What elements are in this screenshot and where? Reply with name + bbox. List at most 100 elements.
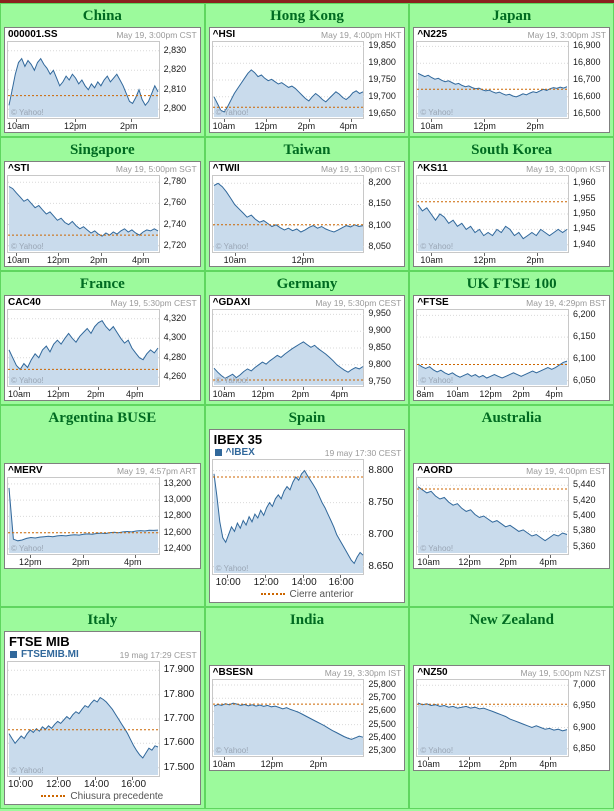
y-axis-label: 17.700 [163, 713, 195, 724]
y-axis-label: 2,830 [163, 44, 187, 55]
x-tick-mark [16, 253, 17, 256]
x-axis-label: 4pm [124, 557, 142, 567]
plot-area[interactable]: © Yahoo! [416, 41, 569, 119]
y-axis-label: 13,200 [163, 477, 192, 488]
plot-area[interactable]: © Yahoo! [211, 175, 365, 253]
y-axis-label: 2,720 [163, 239, 187, 250]
y-axis-label: 25,500 [368, 718, 396, 729]
chart-ticker-row: ^MERV May 19, 4:57pm ART [7, 465, 198, 477]
plot-area[interactable]: © Yahoo! [7, 175, 160, 253]
x-axis-label: 2pm [512, 389, 530, 399]
chart-datetime: 19 may 17:30 CEST [324, 447, 402, 458]
y-axis: 17.900 17.800 17.700 17.600 17.500 [160, 661, 198, 777]
y-axis-label: 19,650 [368, 107, 396, 118]
y-axis-label: 8.750 [368, 496, 394, 508]
x-axis: 10am 12pm 2pm 4pm [7, 387, 160, 399]
chart-body: © Yahoo! 8.800 8.750 8.700 8.650 [211, 459, 403, 575]
plot-area[interactable]: © Yahoo! [211, 679, 365, 757]
x-axis-label: 2pm [499, 759, 517, 769]
x-axis-label: 12pm [473, 255, 496, 265]
market-title: Singapore [69, 142, 135, 158]
x-axis-label: 2pm [309, 759, 328, 769]
plot-area[interactable]: © Yahoo! [211, 41, 365, 119]
plot-area[interactable]: © Yahoo! [7, 477, 160, 555]
x-tick-mark [302, 575, 304, 578]
y-axis-label: 9,950 [368, 308, 391, 319]
x-axis-label: 12pm [260, 759, 284, 769]
x-axis-label: 10am [420, 255, 443, 265]
yahoo-watermark: © Yahoo! [11, 242, 44, 251]
market-cell-japan: Japan ^N225 May 19, 3:00pm JST © Yahoo! … [409, 3, 614, 137]
x-tick-mark [265, 119, 267, 122]
plot-area[interactable]: © Yahoo! [211, 309, 365, 387]
y-axis-label: 25,400 [368, 731, 396, 742]
y-axis-label: 2,740 [163, 218, 187, 229]
plot-area[interactable]: © Yahoo! [416, 679, 569, 757]
chart-ticker-row: ^KS11 May 19, 3:00pm KST [416, 163, 607, 175]
chart-body: © Yahoo! 2,830 2,820 2,810 2,800 [7, 41, 198, 119]
x-axis-label: 12pm [254, 121, 278, 131]
chart-body: © Yahoo! 1,960 1,955 1,950 1,945 1,940 [416, 175, 607, 253]
chart-ticker-row: ^TWII May 19, 1:30pm CST [212, 163, 403, 175]
ticker-symbol: ^STI [8, 163, 30, 174]
price-chart-svg [212, 469, 364, 573]
chart-panel: ^KS11 May 19, 3:00pm KST © Yahoo! 1,960 1… [413, 161, 610, 267]
x-axis-label: 10am [223, 255, 247, 265]
x-axis-label: 12pm [479, 389, 502, 399]
x-axis: 10am 12pm 2pm [212, 757, 365, 769]
x-tick-mark [57, 777, 58, 780]
chart-legend-row: ^IBEX 19 may 17:30 CEST [212, 447, 403, 459]
market-cell-australia: Australia ^AORD May 19, 4:00pm EST © Yah… [409, 405, 614, 607]
x-tick-mark [339, 575, 341, 578]
yahoo-watermark: © Yahoo! [215, 242, 249, 251]
x-tick-mark [550, 555, 552, 558]
market-title: Australia [481, 410, 542, 426]
x-tick-mark [226, 575, 228, 578]
chart-panel: CAC40 May 19, 5:30pm CEST © Yahoo! 4,320… [4, 295, 201, 401]
chart-ticker-row: ^STI May 19, 5:00pm SGT [7, 163, 198, 175]
x-tick-mark [58, 387, 59, 390]
x-tick-mark [428, 555, 430, 558]
chart-panel: ^BSESN May 19, 3:30pm IST © Yahoo! 25,80… [208, 665, 406, 771]
x-tick-mark [58, 253, 59, 256]
x-tick-mark [19, 387, 20, 390]
dotted-line-icon [260, 593, 285, 595]
market-cell-germany: Germany ^GDAXI May 19, 5:30pm CEST © Yah… [204, 271, 410, 405]
plot-area[interactable]: © Yahoo! [7, 661, 160, 777]
y-axis: 9,950 9,900 9,850 9,800 9,750 [364, 309, 402, 387]
y-axis: 25,800 25,700 25,600 25,500 25,400 25,300 [364, 679, 402, 757]
y-axis-label: 4,320 [163, 312, 187, 323]
chart-panel: IBEX 35 ^IBEX 19 may 17:30 CEST © Yahoo!… [208, 429, 406, 603]
plot-area[interactable]: © Yahoo! [416, 175, 569, 253]
plot-area[interactable]: © Yahoo! [211, 459, 365, 575]
market-title: China [82, 8, 122, 24]
ticker-symbol: ^N225 [417, 29, 448, 40]
plot-area[interactable]: © Yahoo! [416, 477, 569, 555]
chart-ticker-row: ^AORD May 19, 4:00pm EST [416, 465, 607, 477]
market-cell-china: China 000001.SS May 19, 3:00pm CST © Yah… [0, 3, 205, 137]
market-title: Hong Kong [270, 8, 344, 24]
plot-area[interactable]: © Yahoo! [416, 309, 569, 387]
x-axis-label: 10:00 [8, 779, 34, 790]
y-axis-label: 8.650 [368, 560, 394, 572]
x-tick-mark [234, 253, 236, 256]
y-axis-label: 5,440 [573, 479, 596, 490]
y-axis-label: 1,955 [573, 192, 596, 203]
plot-area[interactable]: © Yahoo! [7, 309, 160, 387]
x-tick-mark [469, 757, 471, 760]
price-chart-svg [212, 684, 364, 755]
chart-ticker-row: ^HSI May 19, 4:00pm HKT [212, 29, 403, 41]
ticker-symbol: 000001.SS [8, 29, 58, 40]
plot-area[interactable]: © Yahoo! [7, 41, 160, 119]
y-axis-label: 17.800 [163, 688, 195, 700]
y-axis-label: 2,780 [163, 176, 187, 187]
y-axis-label: 17.500 [163, 761, 195, 773]
chart-panel-wrap: ^GDAXI May 19, 5:30pm CEST © Yahoo! 9,95… [208, 295, 406, 401]
chart-panel-wrap: 000001.SS May 19, 3:00pm CST © Yahoo! 2,… [4, 27, 201, 133]
chart-ticker-row: CAC40 May 19, 5:30pm CEST [7, 297, 198, 309]
x-axis-label: 10am [212, 121, 236, 131]
x-axis: 10:00 12:00 14:00 16:00 [7, 777, 160, 790]
x-tick-mark [223, 387, 225, 390]
series-swatch-icon [214, 449, 222, 456]
x-tick-mark [223, 119, 225, 122]
